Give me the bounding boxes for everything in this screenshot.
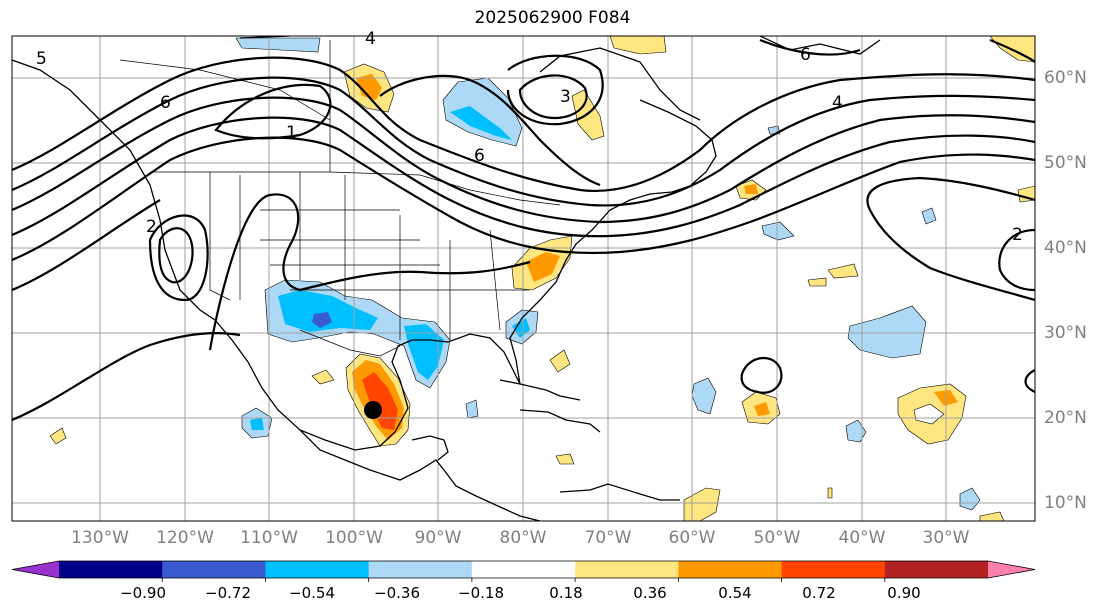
contour-label: 6 <box>800 45 811 65</box>
negative-anomaly-area <box>278 290 378 332</box>
colorbar-swatch <box>368 561 473 578</box>
colorbar-swatch <box>59 561 163 578</box>
contour-label: 4 <box>365 29 376 49</box>
contour-label: 5 <box>36 49 47 69</box>
negative-anomaly-area <box>235 37 321 53</box>
lon-tick-label: 80°W <box>499 528 547 548</box>
colorbar-tick-label: 0.72 <box>802 584 836 602</box>
lon-tick-label: 100°W <box>325 528 383 548</box>
lon-tick-label: 110°W <box>240 528 298 548</box>
lon-tick-label: 60°W <box>668 528 716 548</box>
lon-tick-label: 70°W <box>584 528 632 548</box>
colorbar-tick-label: −0.18 <box>458 584 504 602</box>
lon-tick-label: 90°W <box>414 528 462 548</box>
negative-anomaly-area <box>691 377 717 415</box>
negative-anomaly-area <box>312 312 332 328</box>
map-frame <box>11 35 1036 522</box>
colorbar-extend-max <box>988 561 1035 578</box>
lat-tick-label: 30°N <box>1044 323 1087 343</box>
colorbar-tick-label: −0.36 <box>374 584 420 602</box>
positive-anomaly-area <box>362 372 398 430</box>
negative-anomaly-area <box>442 77 523 147</box>
colorbar-swatch <box>884 561 989 578</box>
contour-label: 1 <box>286 123 297 143</box>
lat-tick-label: 10°N <box>1044 493 1087 513</box>
negative-anomaly-area <box>921 207 937 225</box>
negative-anomaly-area <box>450 106 512 140</box>
positive-anomaly-area <box>555 453 575 465</box>
colorbar-outline <box>11 560 1036 579</box>
colorbar-swatch <box>678 561 783 578</box>
positive-anomaly-area <box>754 402 770 416</box>
colorbar-swatch <box>162 561 266 578</box>
colorbar-tick-label: 0.18 <box>549 584 583 602</box>
colorbar-tick-label: 0.90 <box>887 584 921 602</box>
positive-anomaly-area <box>356 74 382 100</box>
colorbar-swatch <box>575 561 679 578</box>
colorbar <box>11 560 1036 582</box>
shaded-anomaly-layer <box>49 36 1035 521</box>
positive-anomaly-area <box>979 511 1005 521</box>
positive-anomaly-area <box>49 427 67 445</box>
positive-anomaly-area <box>827 263 859 279</box>
colorbar-swatch <box>781 561 886 578</box>
colorbar-tick-label: −0.54 <box>289 584 335 602</box>
colorbar-tick-label: 0.54 <box>718 584 752 602</box>
negative-anomaly-area <box>761 221 795 241</box>
lat-tick-label: 60°N <box>1044 68 1087 88</box>
contour-label: 6 <box>474 146 485 166</box>
storm-center-dot <box>364 401 382 419</box>
positive-anomaly-area <box>311 369 335 385</box>
colorbar-swatch <box>265 561 370 578</box>
contour-label: 2 <box>1012 225 1023 245</box>
contour-label: 2 <box>146 217 157 237</box>
lon-tick-label: 30°W <box>922 528 970 548</box>
positive-anomaly-area <box>609 36 667 55</box>
positive-anomaly-area <box>683 487 721 521</box>
positive-anomaly-area <box>744 184 758 194</box>
contour-label: 6 <box>160 93 171 113</box>
negative-anomaly-area <box>404 324 444 380</box>
colorbar-tick-label: −0.90 <box>120 584 166 602</box>
positive-anomaly-area <box>827 487 833 499</box>
colorbar-tick-label: −0.72 <box>205 584 251 602</box>
lon-tick-label: 50°W <box>753 528 801 548</box>
negative-anomaly-area <box>847 305 927 359</box>
colorbar-extend-min <box>12 561 59 578</box>
map-title: 2025062900 F084 <box>474 8 631 28</box>
negative-anomaly-area <box>465 399 479 419</box>
lon-tick-label: 40°W <box>838 528 886 548</box>
lon-tick-label: 130°W <box>71 528 129 548</box>
positive-anomaly-area <box>807 277 827 287</box>
lat-tick-label: 20°N <box>1044 408 1087 428</box>
coastlines <box>12 36 881 521</box>
negative-anomaly-area <box>959 487 981 511</box>
lat-tick-label: 40°N <box>1044 238 1087 258</box>
contour-lines <box>12 38 1035 422</box>
lat-tick-label: 50°N <box>1044 153 1087 173</box>
lon-tick-label: 120°W <box>156 528 214 548</box>
contour-label: 4 <box>832 93 843 113</box>
contour-label: 3 <box>560 87 571 107</box>
positive-anomaly-area <box>549 349 571 373</box>
negative-anomaly-area <box>250 418 264 430</box>
colorbar-swatch <box>471 561 576 578</box>
contour-label-group: 1 6 6 4 4 6 3 5 2 2 <box>36 29 1023 245</box>
negative-anomaly-area <box>845 419 867 443</box>
positive-anomaly-area <box>571 89 605 141</box>
positive-anomaly-area <box>526 252 560 282</box>
colorbar-tick-label: 0.36 <box>633 584 667 602</box>
